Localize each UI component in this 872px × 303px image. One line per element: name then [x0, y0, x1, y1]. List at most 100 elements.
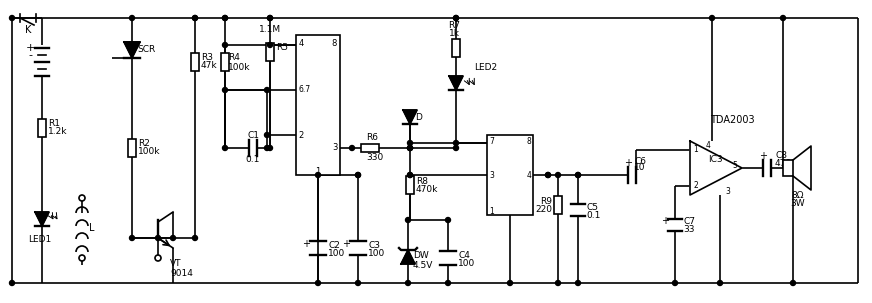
Circle shape	[79, 195, 85, 201]
Text: C1: C1	[247, 132, 259, 141]
Text: +: +	[25, 43, 35, 53]
Text: 1: 1	[489, 207, 494, 215]
Text: C7: C7	[683, 218, 695, 227]
Text: D: D	[415, 114, 422, 122]
Circle shape	[264, 88, 269, 92]
Polygon shape	[690, 141, 742, 195]
Circle shape	[79, 255, 85, 261]
Text: DW: DW	[413, 251, 429, 261]
Text: 4.5V: 4.5V	[413, 261, 433, 271]
Text: C5: C5	[586, 204, 598, 212]
Circle shape	[453, 141, 459, 145]
Circle shape	[405, 281, 411, 285]
Text: 1: 1	[693, 145, 698, 155]
Text: 2: 2	[693, 181, 698, 191]
Text: 100: 100	[368, 248, 385, 258]
Circle shape	[171, 235, 175, 241]
Text: +: +	[342, 239, 350, 249]
Text: 4: 4	[299, 38, 304, 48]
Text: +: +	[661, 216, 669, 226]
Text: SCR: SCR	[137, 45, 155, 55]
Circle shape	[672, 281, 678, 285]
Text: 3: 3	[489, 171, 494, 179]
Text: 47k: 47k	[201, 62, 218, 71]
Text: R2: R2	[138, 139, 150, 148]
Circle shape	[268, 42, 273, 48]
Text: 220: 220	[535, 205, 552, 214]
Text: C6: C6	[634, 158, 646, 167]
Circle shape	[407, 145, 412, 151]
Bar	[221, 53, 229, 71]
Circle shape	[791, 281, 795, 285]
Text: 330: 330	[366, 154, 384, 162]
Text: 8: 8	[331, 38, 337, 48]
Polygon shape	[35, 212, 49, 226]
Text: R8: R8	[416, 177, 428, 185]
Text: 3: 3	[332, 144, 338, 152]
Circle shape	[350, 145, 355, 151]
Text: IC2: IC2	[502, 162, 518, 172]
Circle shape	[155, 235, 160, 241]
Text: +: +	[624, 158, 632, 168]
Circle shape	[407, 172, 412, 178]
Circle shape	[546, 172, 550, 178]
Circle shape	[576, 172, 581, 178]
Text: IC3: IC3	[708, 155, 722, 165]
Text: 5: 5	[732, 161, 737, 171]
Text: 2: 2	[298, 131, 303, 139]
Circle shape	[222, 145, 228, 151]
Text: 6.7: 6.7	[298, 85, 310, 95]
Text: C2: C2	[328, 241, 340, 249]
Text: 0.1: 0.1	[246, 155, 260, 165]
Text: 3: 3	[725, 187, 730, 195]
Text: 4: 4	[526, 171, 531, 179]
Text: 470k: 470k	[416, 185, 439, 194]
Bar	[128, 139, 136, 157]
Text: L: L	[89, 223, 94, 233]
Circle shape	[407, 145, 412, 151]
Polygon shape	[124, 42, 140, 58]
Text: 1k: 1k	[448, 29, 460, 38]
Circle shape	[710, 15, 714, 21]
Text: R3: R3	[201, 54, 213, 62]
Circle shape	[546, 172, 550, 178]
Text: 470: 470	[775, 158, 792, 168]
Circle shape	[222, 42, 228, 48]
Text: 100k: 100k	[138, 148, 160, 157]
Text: TDA2003: TDA2003	[711, 115, 755, 125]
Circle shape	[193, 235, 197, 241]
Circle shape	[130, 15, 134, 21]
Circle shape	[268, 15, 273, 21]
Bar	[783, 160, 793, 176]
Circle shape	[222, 15, 228, 21]
Circle shape	[130, 235, 134, 241]
Text: 33: 33	[683, 225, 694, 235]
Circle shape	[405, 218, 411, 222]
Text: R6: R6	[366, 134, 378, 142]
Circle shape	[268, 15, 273, 21]
Text: LQ46: LQ46	[498, 178, 521, 188]
Text: 100: 100	[458, 258, 475, 268]
Circle shape	[453, 145, 459, 151]
Text: 4: 4	[705, 141, 710, 149]
Text: 10: 10	[634, 164, 645, 172]
Text: LED2: LED2	[474, 64, 497, 72]
Text: VT: VT	[170, 258, 181, 268]
Circle shape	[222, 15, 228, 21]
Circle shape	[193, 15, 197, 21]
Circle shape	[453, 15, 459, 21]
Text: C4: C4	[458, 251, 470, 259]
Bar	[452, 39, 460, 57]
Bar	[406, 176, 414, 194]
Text: 3W: 3W	[791, 199, 806, 208]
Text: 8Ω: 8Ω	[792, 191, 804, 201]
Bar	[296, 35, 340, 175]
Circle shape	[508, 281, 513, 285]
Text: 9014: 9014	[170, 268, 193, 278]
Circle shape	[10, 15, 15, 21]
Circle shape	[316, 172, 321, 178]
Text: LED1: LED1	[29, 235, 51, 245]
Circle shape	[407, 172, 412, 178]
Circle shape	[555, 172, 561, 178]
Text: 8: 8	[526, 136, 531, 145]
